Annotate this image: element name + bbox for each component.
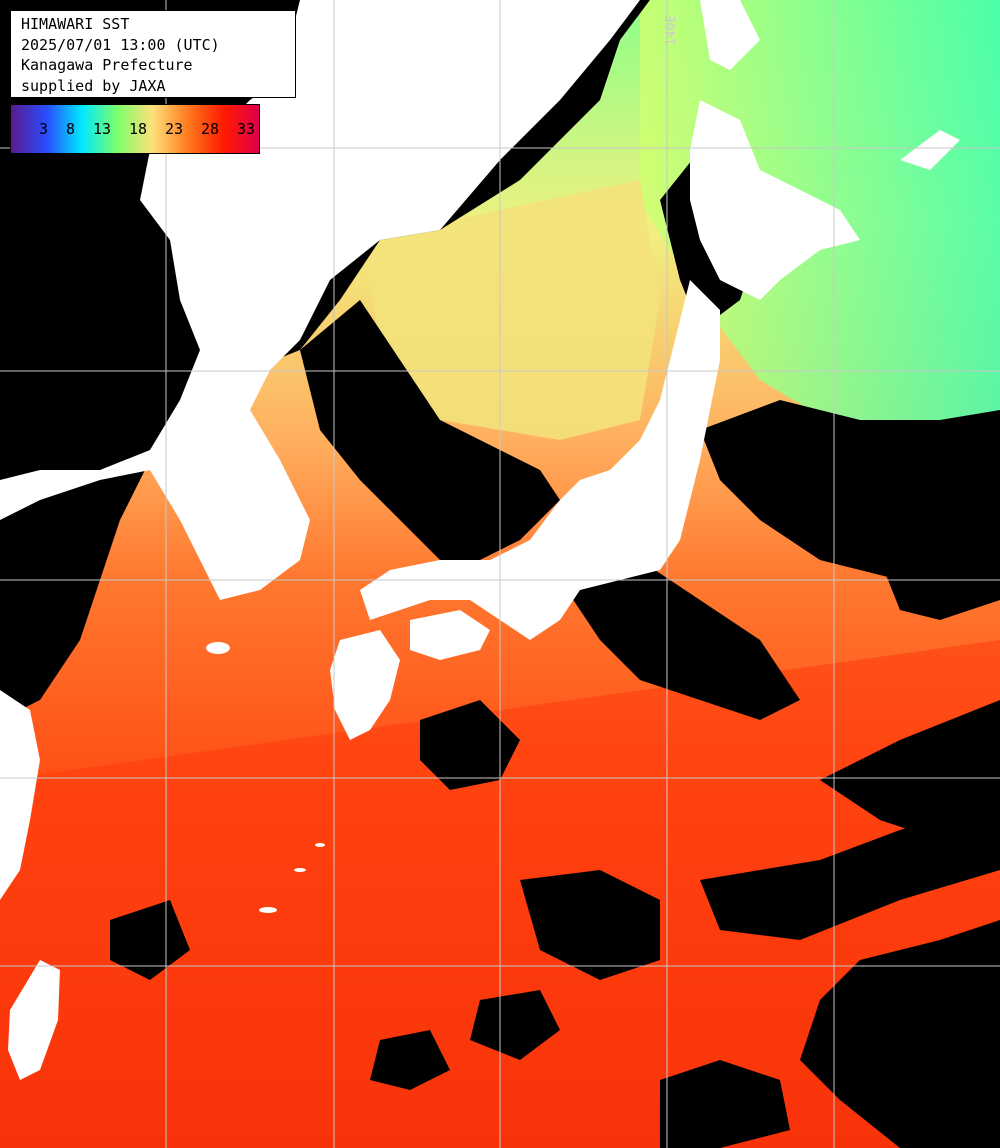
product-title: HIMAWARI SST (21, 15, 130, 33)
source-credit: supplied by JAXA (21, 76, 166, 95)
legend-tick-1: 8 (65, 120, 75, 138)
land-kuril (900, 130, 960, 170)
color-scale-legend: 3 8 13 18 23 28 33 (10, 104, 260, 154)
timestamp: 2025/07/01 13:00 (UTC) (21, 35, 220, 54)
land-taiwan (8, 960, 60, 1080)
land-ryukyu-3 (315, 843, 325, 847)
land-sakhalin (700, 0, 760, 70)
land-jeju (206, 642, 230, 654)
legend-tick-0: 3 (39, 120, 49, 138)
region-name: Kanagawa Prefecture (21, 56, 193, 74)
legend-tick-5: 28 (200, 120, 219, 138)
land-shikoku (410, 610, 490, 660)
land-kyushu (330, 630, 400, 740)
legend-tick-3: 18 (128, 120, 147, 138)
land-ulleung (402, 126, 418, 154)
longitude-label-140e: 140E (664, 14, 679, 46)
legend-tick-2: 13 (92, 120, 111, 138)
legend-tick-4: 23 (164, 120, 183, 138)
title-box: HIMAWARI SST 2025/07/01 13:00 (UTC) Kana… (10, 10, 296, 98)
legend-tick-6: 33 (236, 120, 255, 138)
land-honshu (360, 280, 720, 640)
land-hokkaido (690, 100, 860, 300)
cool-water-japan-sea (360, 180, 660, 440)
land-ryukyu-1 (259, 907, 277, 913)
legend-tick-labels: 3 8 13 18 23 28 33 (11, 120, 259, 140)
land-ryukyu-2 (294, 868, 306, 872)
land-china-coast (0, 690, 40, 900)
color-scale-bar (11, 105, 259, 153)
